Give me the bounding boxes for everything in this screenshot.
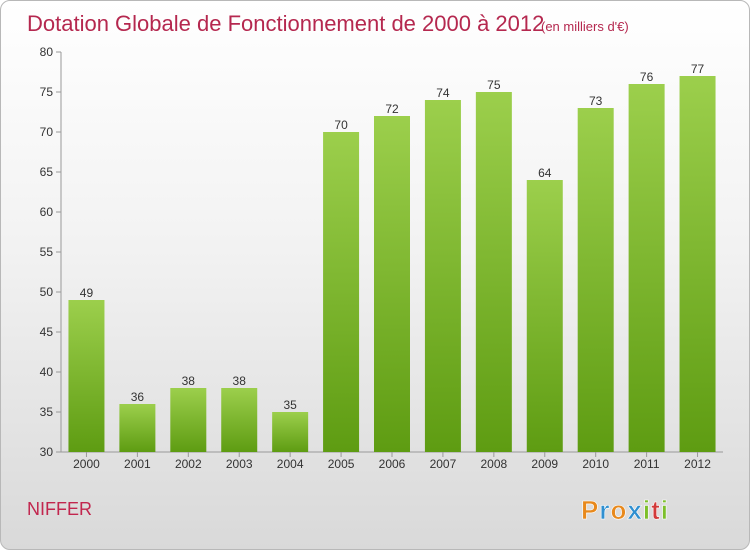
data-label-2003: 38 <box>233 374 247 388</box>
x-tick-label-2005: 2005 <box>328 457 355 471</box>
x-tick-label-2003: 2003 <box>226 457 253 471</box>
y-tick-label: 70 <box>40 125 54 139</box>
x-tick-label-2004: 2004 <box>277 457 304 471</box>
data-label-2006: 72 <box>385 102 399 116</box>
bar-2007 <box>424 100 461 452</box>
y-axis: 30 35 40 45 50 55 60 65 70 75 80 <box>40 45 62 459</box>
bar-2011 <box>628 84 665 452</box>
logo-text: Proxiti <box>581 495 669 525</box>
x-tick-label-2000: 2000 <box>73 457 100 471</box>
y-tick-label: 75 <box>40 85 54 99</box>
bar-2009 <box>526 180 563 452</box>
logo-letter: i <box>661 495 669 525</box>
x-tick-label-2012: 2012 <box>684 457 711 471</box>
y-tick-label: 60 <box>40 205 54 219</box>
data-label-2009: 64 <box>538 166 552 180</box>
x-tick-label-2001: 2001 <box>124 457 151 471</box>
y-tick-label: 55 <box>40 245 54 259</box>
y-tick-label: 35 <box>40 405 54 419</box>
logo-letter: o <box>610 495 627 525</box>
data-label-2001: 36 <box>131 390 145 404</box>
chart-subtitle: (en milliers d'€) <box>541 19 629 34</box>
x-tick-label-2011: 2011 <box>634 457 660 471</box>
x-tick-label-2010: 2010 <box>582 457 609 471</box>
y-tick-label: 45 <box>40 325 54 339</box>
bar-2010 <box>577 108 614 452</box>
bar-series: 49 36 38 38 35 70 72 74 75 64 73 76 77 <box>68 62 716 452</box>
y-tick-label: 80 <box>40 45 54 59</box>
logo-letter: x <box>627 495 642 525</box>
data-label-2002: 38 <box>182 374 196 388</box>
x-axis: 2000 2001 2002 2003 2004 2005 2006 2007 2008 2009… <box>61 451 723 471</box>
proxiti-logo: Proxiti <box>581 495 669 526</box>
x-tick-label-2009: 2009 <box>531 457 558 471</box>
y-tick-label: 30 <box>40 445 54 459</box>
y-tick-label: 40 <box>40 365 54 379</box>
y-tick-label: 50 <box>40 285 54 299</box>
data-label-2000: 49 <box>80 286 94 300</box>
logo-letter: r <box>599 495 610 525</box>
data-label-2010: 73 <box>589 94 603 108</box>
logo-letter: P <box>581 495 599 525</box>
data-label-2004: 35 <box>283 398 297 412</box>
logo-letter: t <box>651 495 661 525</box>
data-label-2008: 75 <box>487 78 501 92</box>
bar-2003 <box>221 388 258 452</box>
data-label-2007: 74 <box>436 86 450 100</box>
bar-2006 <box>374 116 410 452</box>
place-name: NIFFER <box>27 499 92 519</box>
bar-2012 <box>679 76 716 452</box>
x-tick-label-2007: 2007 <box>430 457 457 471</box>
data-label-2005: 70 <box>334 118 348 132</box>
bar-2004 <box>272 412 309 452</box>
x-tick-label-2008: 2008 <box>480 457 507 471</box>
y-tick-label: 65 <box>40 165 54 179</box>
data-label-2011: 76 <box>640 70 654 84</box>
bar-2000 <box>68 300 105 452</box>
x-tick-label-2002: 2002 <box>175 457 202 471</box>
bar-2002 <box>170 388 207 452</box>
bar-2001 <box>119 404 156 452</box>
logo-letter: i <box>643 495 651 525</box>
bar-2008 <box>475 92 512 452</box>
chart-title: Dotation Globale de Fonctionnement de 20… <box>27 11 544 36</box>
bar-2005 <box>323 132 360 452</box>
x-tick-label-2006: 2006 <box>379 457 406 471</box>
data-label-2012: 77 <box>691 62 705 76</box>
